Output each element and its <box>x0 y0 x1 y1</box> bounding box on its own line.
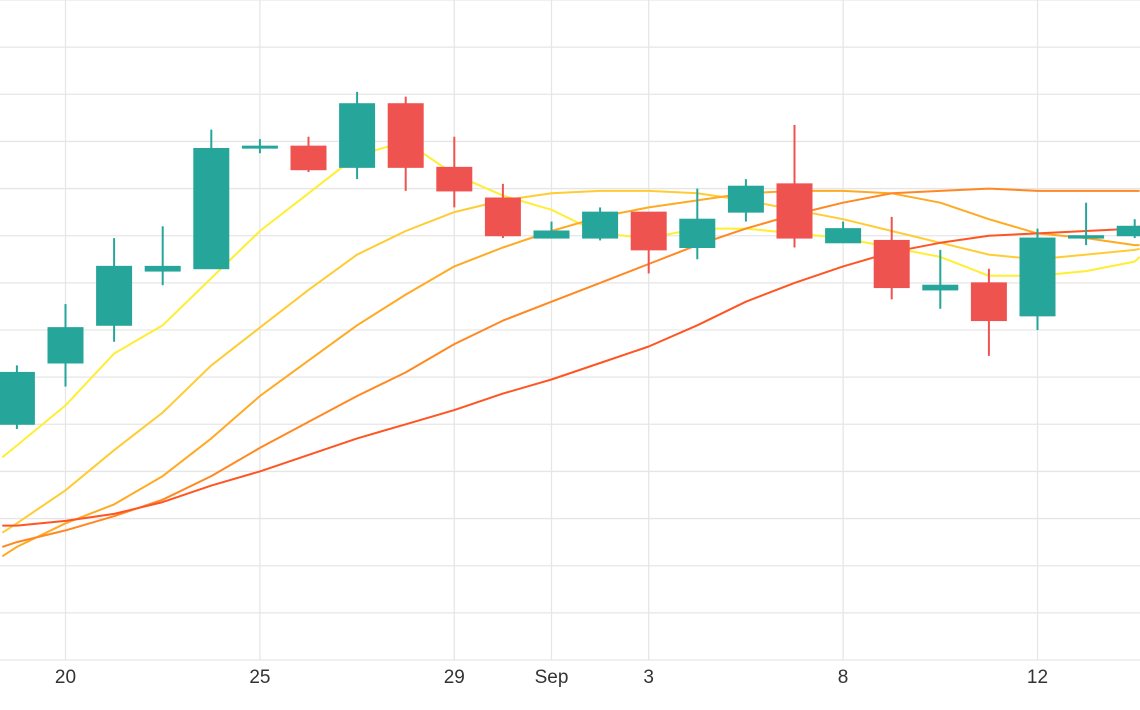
candle-body <box>582 211 619 239</box>
x-tick-label: Sep <box>535 667 569 688</box>
grid <box>0 0 1140 661</box>
candle-increasing <box>96 238 133 342</box>
candle-body <box>96 265 133 326</box>
x-tick-label: 25 <box>249 667 270 688</box>
ma-line-3 <box>1 189 1140 558</box>
candle-body <box>387 103 424 168</box>
ma-line-1 <box>1 140 1140 459</box>
candle-body <box>193 148 230 270</box>
candle-body <box>630 211 667 251</box>
x-tick-label: 8 <box>838 667 849 688</box>
candle-body <box>144 265 181 272</box>
candle-body <box>1019 237 1056 317</box>
candle-body <box>970 282 1007 322</box>
candle-body <box>290 145 327 171</box>
candle-increasing <box>241 139 278 154</box>
candle-increasing <box>533 221 570 239</box>
candle-body <box>47 327 84 364</box>
candle-decreasing <box>630 211 667 274</box>
candle-increasing <box>582 207 619 241</box>
candles <box>0 91 1140 429</box>
candle-decreasing <box>873 216 910 300</box>
candle-body <box>436 166 473 192</box>
candle-body <box>922 284 959 291</box>
candle-body <box>679 218 716 248</box>
candle-decreasing <box>776 124 813 248</box>
candle-body <box>776 183 813 239</box>
candle-increasing <box>144 226 181 286</box>
candle-increasing <box>825 221 862 244</box>
candle-decreasing <box>387 96 424 191</box>
candle-increasing <box>1019 228 1056 330</box>
candle-increasing <box>1116 219 1140 239</box>
ma-line-2 <box>1 189 1140 534</box>
candle-body <box>339 103 376 168</box>
candle-body <box>0 371 35 425</box>
ma-line-4 <box>1 187 1140 548</box>
candle-body <box>241 145 278 149</box>
candle-decreasing <box>970 268 1007 356</box>
x-tick-label: 12 <box>1027 667 1048 688</box>
x-axis-ticks: 20 25 29 Sep 3 8 12 <box>55 667 1048 688</box>
candle-increasing <box>679 188 716 260</box>
candle-increasing <box>47 304 84 387</box>
candle-body <box>484 197 521 237</box>
candle-body <box>873 239 910 289</box>
candle-decreasing <box>484 183 521 239</box>
candle-body <box>1068 235 1105 239</box>
candle-increasing <box>922 249 959 309</box>
candle-decreasing <box>290 136 327 173</box>
candle-increasing <box>0 365 35 429</box>
candle-decreasing <box>436 136 473 208</box>
candle-body <box>533 230 570 239</box>
candle-increasing <box>1068 202 1105 246</box>
x-tick-label: 3 <box>643 667 654 688</box>
moving-average-lines <box>1 140 1140 558</box>
x-tick-label: 20 <box>55 667 76 688</box>
ma-line-5 <box>2 225 1140 527</box>
x-tick-label: 29 <box>444 667 465 688</box>
candle-increasing <box>727 179 764 222</box>
candle-increasing <box>193 129 230 270</box>
candle-body <box>727 185 764 213</box>
candle-increasing <box>339 91 376 180</box>
candle-body <box>1116 225 1140 237</box>
candle-body <box>825 228 862 244</box>
